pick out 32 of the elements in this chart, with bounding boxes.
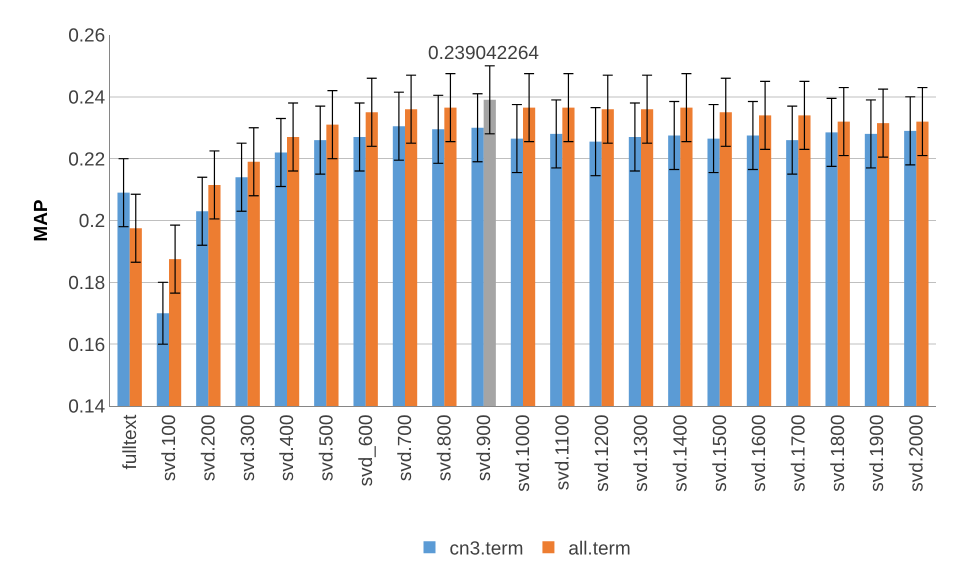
- y-tick-label: 0.22: [68, 149, 106, 170]
- y-tick-label: 0.16: [68, 334, 106, 356]
- x-tick-label: svd.1500: [710, 414, 731, 492]
- y-tick-label: 0.24: [68, 87, 106, 108]
- y-tick-label: 0.2: [78, 211, 106, 232]
- x-tick-label: svd.1800: [828, 414, 849, 492]
- x-tick-label: svd.1100: [552, 414, 574, 490]
- legend-label: cn3.term: [450, 538, 524, 560]
- x-tick-label: svd_600: [356, 414, 377, 486]
- x-tick-label: svd.1200: [592, 414, 613, 492]
- y-axis-title: MAP: [31, 199, 52, 242]
- x-tick-label: svd.1000: [513, 414, 534, 492]
- x-tick-label: svd.400: [277, 414, 298, 482]
- y-tick-label: 0.18: [68, 272, 106, 294]
- x-tick-label: svd.500: [316, 414, 338, 482]
- y-tick-label: 0.14: [68, 396, 106, 418]
- x-tick-label: svd.1700: [788, 414, 810, 492]
- x-tick-label: svd.1900: [867, 414, 888, 492]
- x-tick-label: svd.1400: [670, 414, 692, 492]
- x-tick-label: svd.1300: [631, 414, 652, 492]
- x-tick-label: svd.900: [474, 414, 495, 482]
- x-tick-label: svd.700: [395, 414, 416, 482]
- legend-label: all.term: [568, 538, 631, 560]
- x-tick-label: svd.1600: [749, 414, 770, 492]
- x-tick-label: svd.800: [434, 414, 456, 482]
- x-tick-label: svd.100: [159, 414, 180, 482]
- y-tick-label: 0.26: [68, 26, 106, 47]
- x-tick-label: svd.300: [238, 414, 259, 482]
- data-label: 0.239042264: [428, 43, 540, 64]
- x-tick-label: svd.200: [198, 414, 220, 482]
- x-tick-label: svd.2000: [906, 414, 928, 492]
- x-tick-label: fulltext: [120, 414, 141, 470]
